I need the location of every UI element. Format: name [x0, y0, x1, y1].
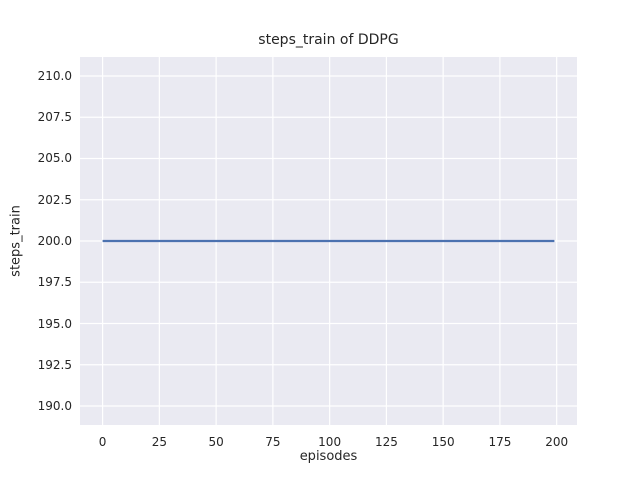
x-tick-label: 175: [488, 435, 512, 449]
x-tick-label: 50: [208, 435, 224, 449]
x-tick-label: 200: [545, 435, 569, 449]
x-tick-label: 0: [98, 435, 107, 449]
x-tick-label: 150: [431, 435, 455, 449]
y-tick-label: 192.5: [37, 357, 72, 372]
y-tick-label: 210.0: [37, 68, 72, 83]
y-tick-label: 200.0: [37, 234, 72, 248]
y-tick-label: 190.0: [37, 399, 72, 414]
y-tick-label: 205.0: [37, 151, 72, 166]
x-tick-label: 75: [265, 435, 281, 449]
y-tick-label: 202.5: [37, 192, 72, 207]
y-tick-label: 207.5: [37, 110, 72, 125]
x-tick-label: 25: [151, 435, 167, 449]
y-tick-label: 197.5: [37, 275, 72, 290]
x-tick-label: 100: [318, 435, 342, 449]
plot-area: [80, 57, 577, 425]
x-tick-label: 125: [374, 435, 398, 449]
y-tick-label: 195.0: [37, 316, 72, 331]
x-axis-label: episodes: [299, 449, 358, 464]
chart-title: steps_train of DDPG: [258, 32, 399, 48]
plot-canvas: [80, 57, 577, 425]
